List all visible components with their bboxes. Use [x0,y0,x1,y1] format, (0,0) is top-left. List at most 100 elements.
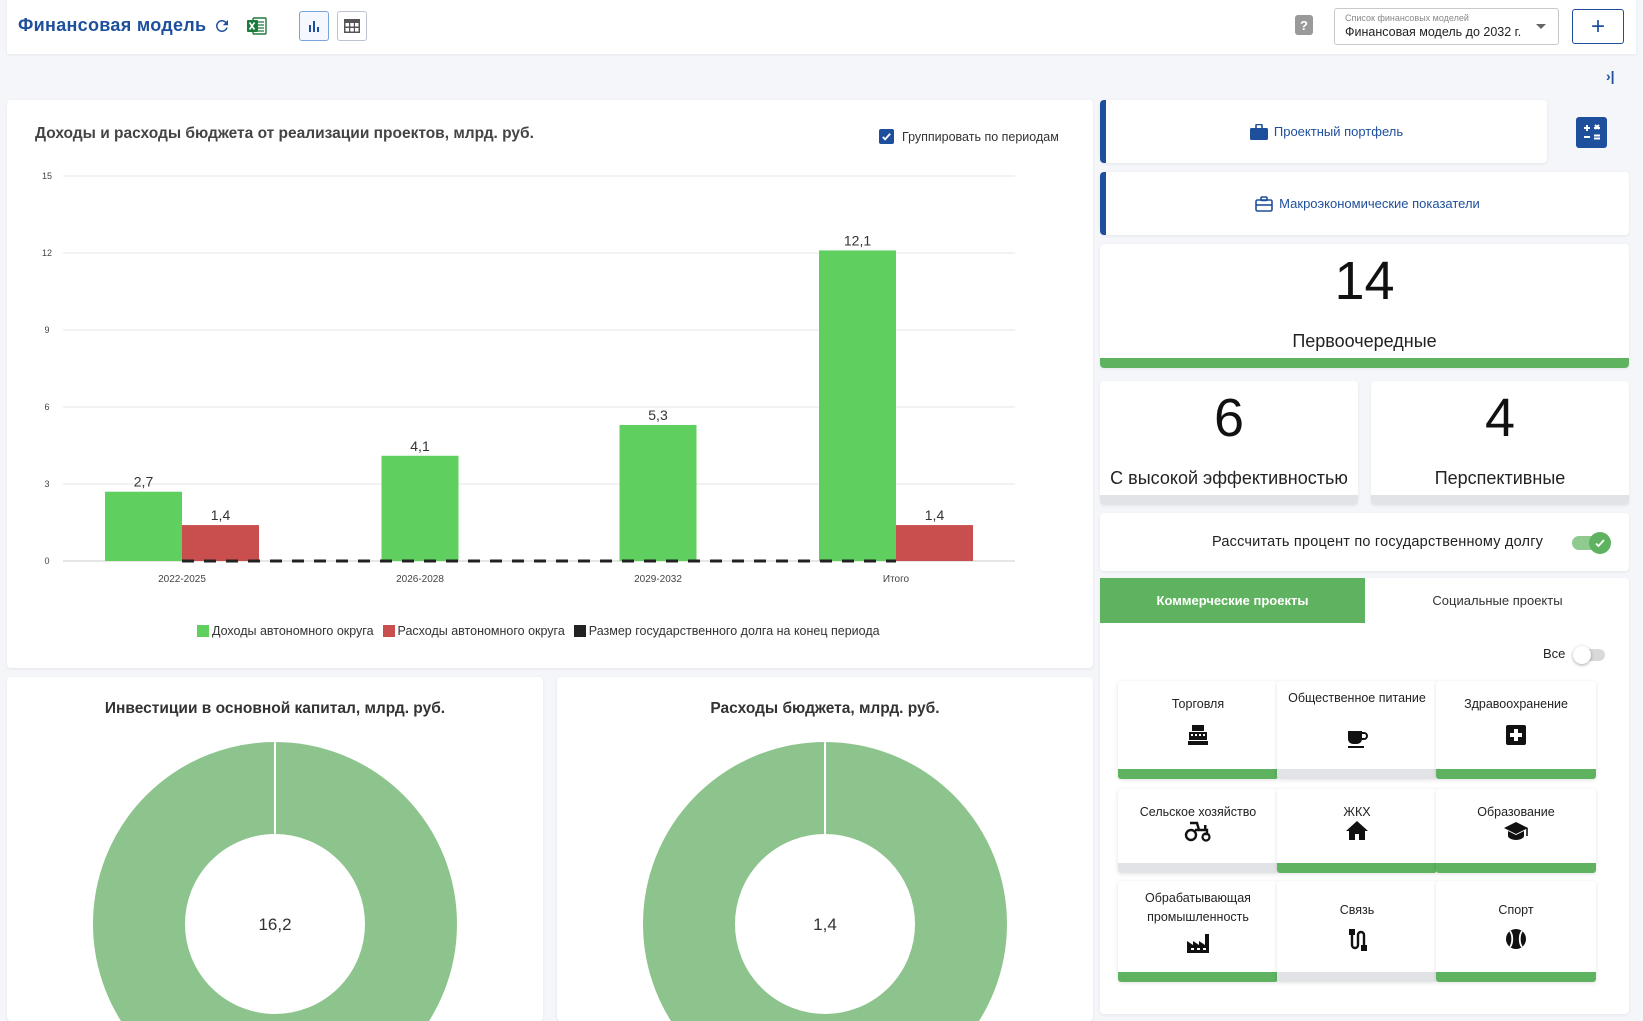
collapse-panel-icon[interactable]: ›| [1606,68,1615,84]
sector-label: Здравоохранение [1464,697,1568,711]
sector-bar [1436,972,1596,982]
table-view-button[interactable] [337,11,367,41]
debt-interest-toggle-card: Рассчитать процент по государственному д… [1100,513,1629,571]
all-toggle-label: Все [1543,646,1566,661]
y-tick-label: 9 [44,325,49,335]
calculator-icon[interactable] [1576,117,1607,148]
macroeconomic-indicators-button[interactable]: Макроэкономические показатели [1100,172,1629,235]
legend-item[interactable]: Размер государственного долга на конец п… [573,624,880,638]
factory-icon [1118,931,1278,955]
bar-data-label: 5,3 [648,407,668,423]
sector-bar [1118,863,1278,873]
house-icon [1277,819,1437,843]
sector-tile[interactable]: Сельское хозяйство [1118,789,1278,873]
sector-label: ЖКХ [1343,805,1371,819]
sector-tile[interactable]: Общественное питание [1277,681,1437,779]
priority-projects-stat[interactable]: 14 Первоочередные [1100,244,1629,368]
chart-view-button[interactable] [299,11,329,41]
legend-item[interactable]: Доходы автономного округа [197,624,374,638]
refresh-icon[interactable] [212,16,232,36]
cash-register-icon [1118,723,1278,747]
all-toggle[interactable] [1573,646,1605,664]
bar-income [105,491,182,561]
sector-tile[interactable]: Обрабатывающая промышленность [1118,881,1278,982]
briefcase-icon [1249,123,1268,140]
sector-bar [1118,972,1278,982]
x-tick-label: 2022-2025 [158,574,206,585]
sector-label: Торговля [1171,697,1225,711]
stat-label: Первоочередные [1292,331,1437,351]
sector-tile[interactable]: ЖКХ [1277,789,1437,873]
page-title: Финансовая модель [18,15,207,35]
chevron-down-icon [1536,24,1546,29]
add-model-button[interactable]: + [1572,9,1624,44]
bar-income [819,250,896,561]
sector-bar [1118,769,1278,779]
sector-tile[interactable]: Торговля [1118,681,1278,779]
bar-data-label: 4,1 [410,438,430,454]
bar-expense [182,525,259,561]
stat-label: Перспективные [1434,468,1566,488]
debt-interest-toggle[interactable] [1572,532,1611,554]
legend-swatch [382,625,395,637]
donut-center-value: 16,2 [258,915,291,934]
investments-donut: 16,2 [93,742,457,1021]
sector-label: Образование [1477,805,1555,819]
model-select[interactable]: Список финансовых моделей Финансовая мод… [1334,8,1559,45]
table-icon [344,19,360,33]
macroeconomic-indicators-label: Макроэкономические показатели [1279,196,1480,211]
sector-bar [1436,863,1596,873]
y-tick-label: 3 [44,479,49,489]
donut-title: Расходы бюджета, млрд. руб. [710,700,940,717]
y-tick-label: 6 [44,402,49,412]
bar-data-label: 1,4 [925,507,945,523]
legend-item[interactable]: Расходы автономного округа [382,624,565,638]
debt-interest-label: Рассчитать процент по государственному д… [1212,534,1544,550]
toolbox-icon [1255,195,1273,212]
chart-title: Доходы и расходы бюджета от реализации п… [35,125,534,142]
sector-tile[interactable]: Образование [1436,789,1596,873]
sector-bar [1277,863,1437,873]
y-tick-label: 0 [44,556,49,566]
check-icon [1589,532,1611,554]
model-select-value: Финансовая модель до 2032 г. [1345,25,1522,39]
sector-tile[interactable]: Здравоохранение [1436,681,1596,779]
sector-label: Обрабатывающая промышленность [1145,891,1251,924]
high-efficiency-stat[interactable]: 6 С высокой эффективностью [1100,381,1358,505]
stat-bar [1100,358,1629,368]
top-header: Финансовая модель ? Список финансовых мо… [7,0,1636,54]
budget-expenses-donut: 1,4 [643,742,1007,1021]
bar-income [381,455,459,561]
sector-bar [1277,972,1437,982]
sector-bar [1436,769,1596,779]
stat-value: 4 [1484,388,1516,448]
cable-icon [1277,927,1437,953]
coffee-cup-icon [1277,727,1437,751]
bar-data-label: 1,4 [211,507,231,523]
excel-export-icon[interactable] [246,15,268,37]
model-select-label: Список финансовых моделей [1345,13,1469,23]
legend-swatch [573,625,586,637]
bar-income [619,424,697,561]
stat-bar [1371,495,1629,505]
help-icon[interactable]: ? [1295,15,1313,35]
tab-commercial[interactable]: Коммерческие проекты [1100,578,1365,623]
stat-bar [1100,495,1358,505]
sector-bar [1277,769,1437,779]
stat-value: 14 [1334,251,1395,311]
tab-social[interactable]: Социальные проекты [1432,593,1563,608]
investments-donut-card: Инвестиции в основной капитал, млрд. руб… [7,677,543,1021]
checkbox-checked-icon[interactable] [879,129,894,144]
sector-tile[interactable]: Связь [1277,881,1437,982]
sector-tile[interactable]: Спорт [1436,881,1596,982]
donut-center-value: 1,4 [813,915,837,934]
group-by-period-label: Группировать по периодам [902,129,1059,144]
stat-label: С высокой эффективностью [1110,468,1348,488]
project-portfolio-label: Проектный портфель [1273,124,1404,139]
bar-expense [896,525,973,561]
project-portfolio-button[interactable]: Проектный портфель [1100,100,1547,163]
x-tick-label: Итого [883,574,910,585]
group-by-period-checkbox[interactable]: Группировать по периодам [879,129,1059,144]
toggle-knob [1573,646,1591,664]
perspective-stat[interactable]: 4 Перспективные [1371,381,1629,505]
